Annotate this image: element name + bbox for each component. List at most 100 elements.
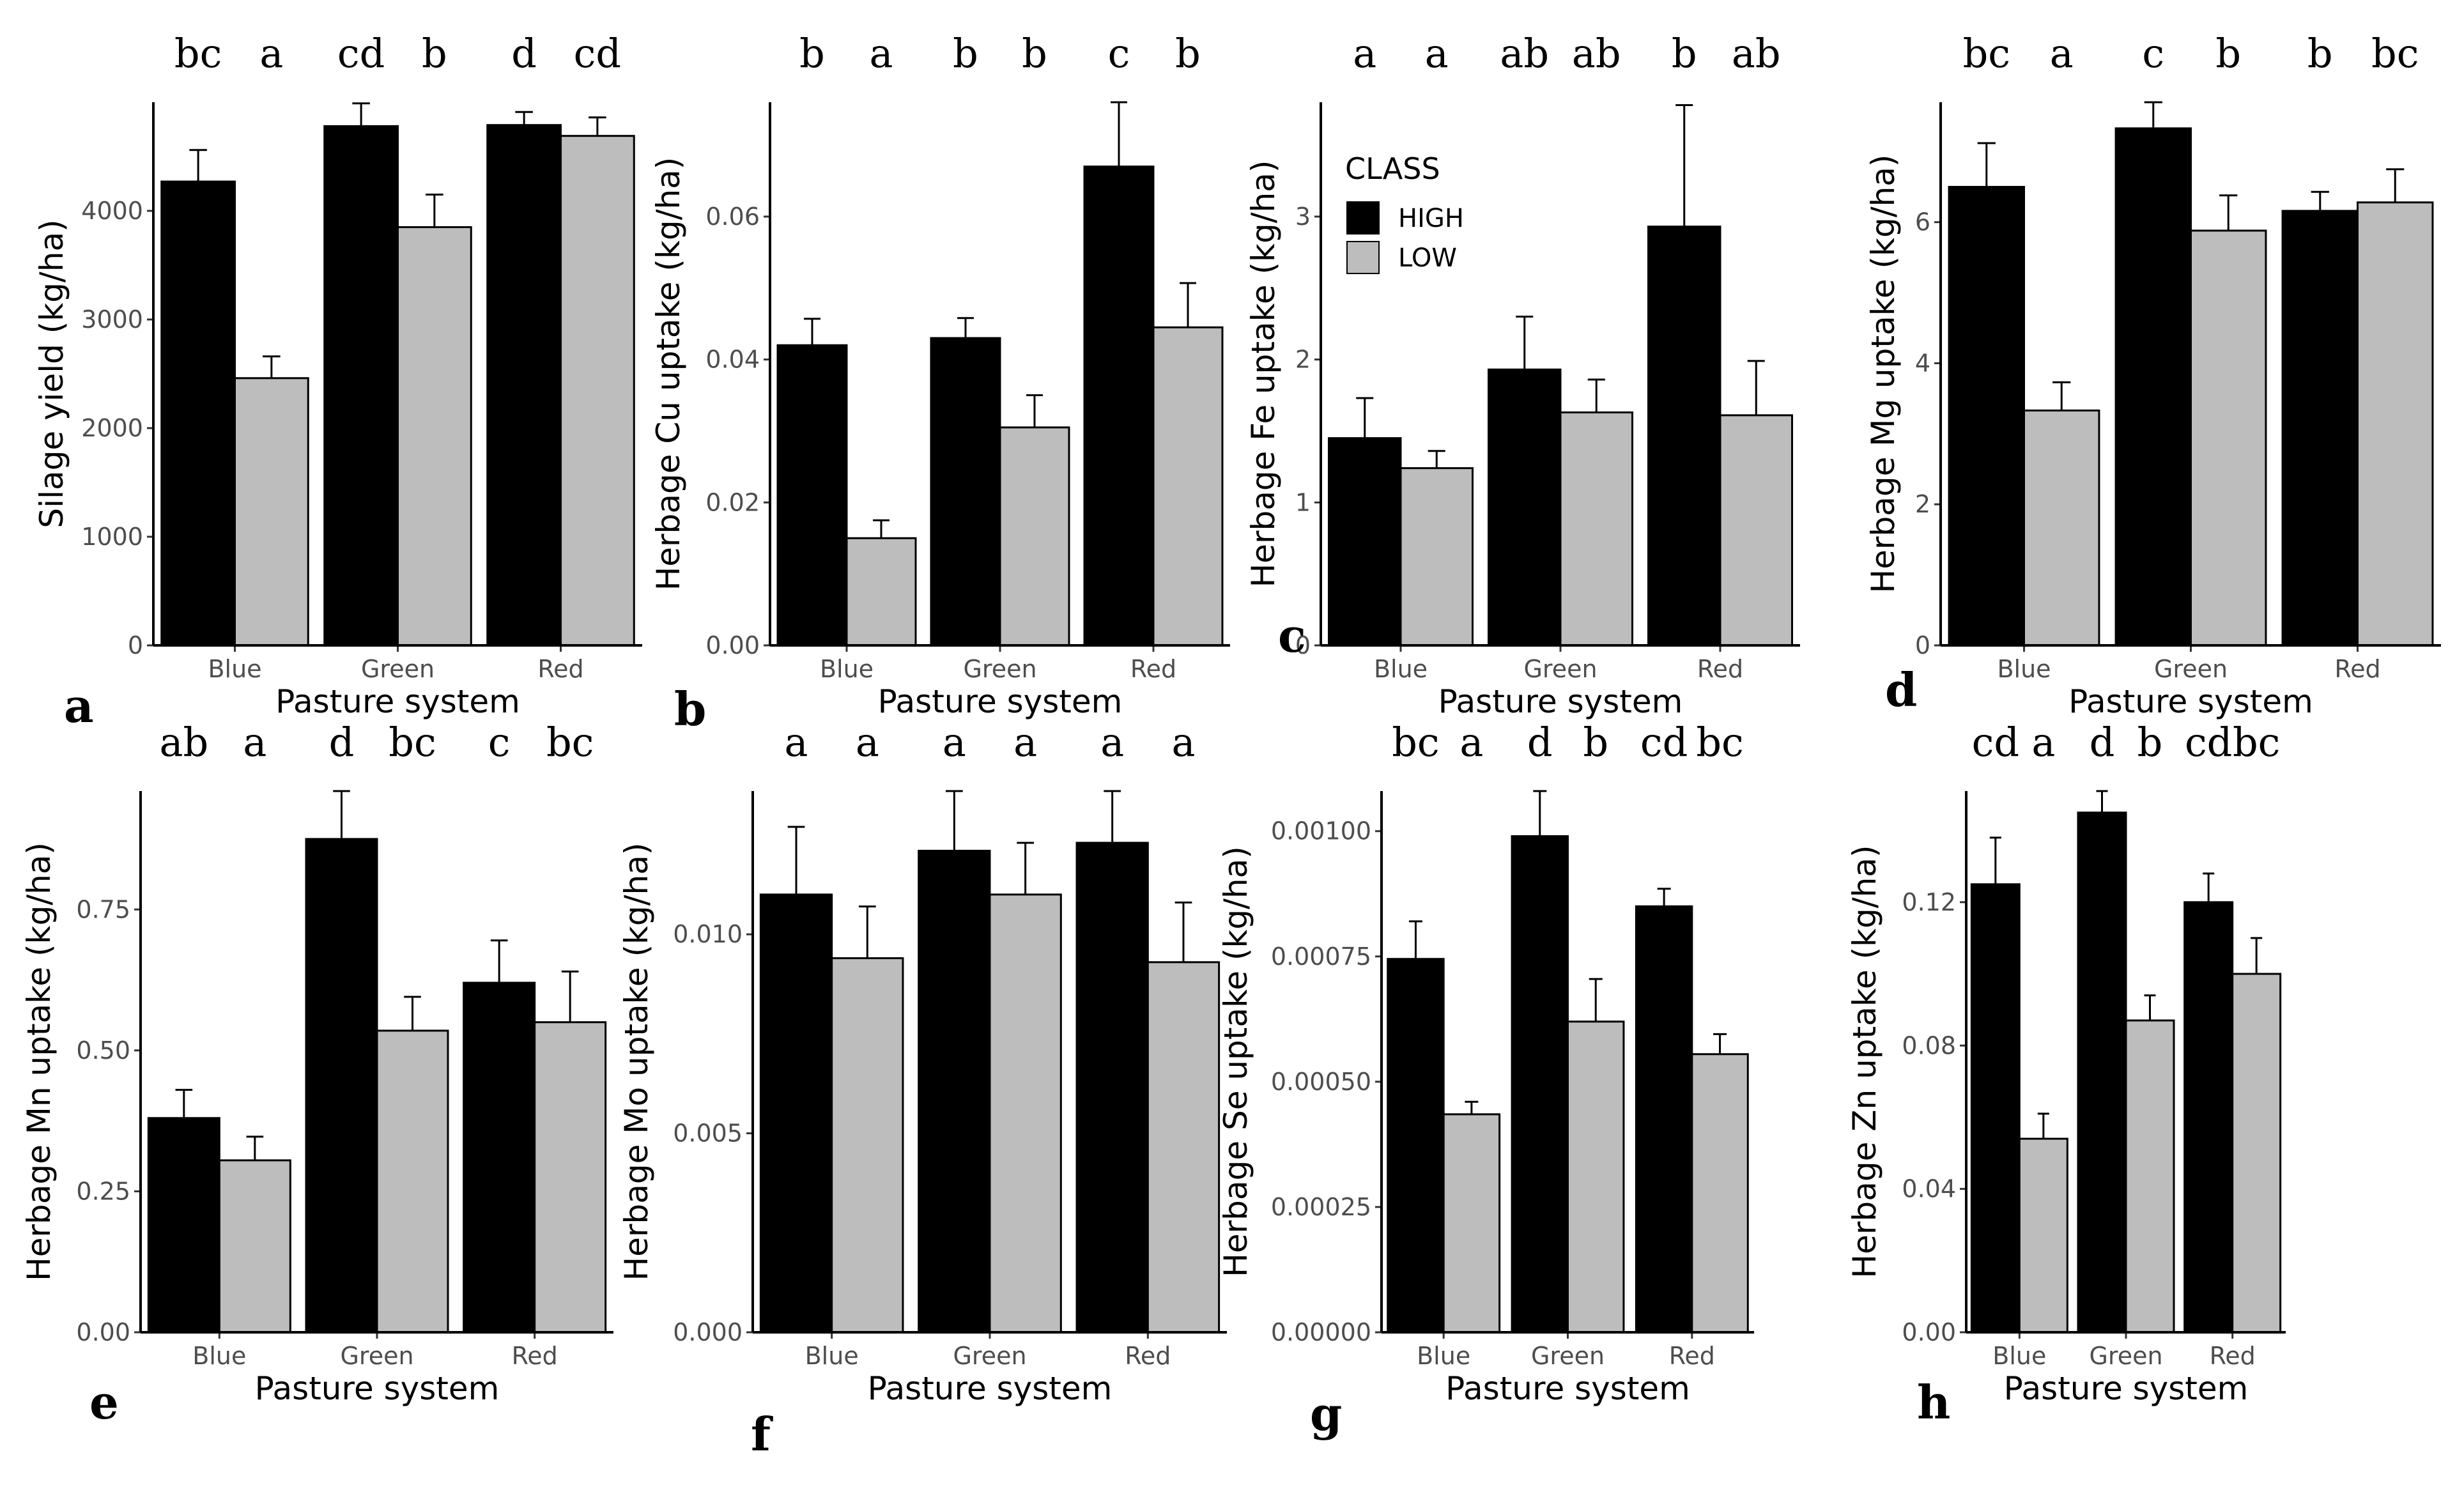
significance-letter: cd [337,30,385,77]
significance-letter: b [1022,30,1047,77]
y-tick-label: 2 [1915,490,1930,518]
significance-letter: bc [2233,719,2280,766]
bar-h-green-low [2125,1019,2175,1334]
x-tick-label: Green [361,655,435,683]
bar-g-blue-high [1387,958,1445,1334]
y-tick-label: 0.000 [673,1318,743,1346]
bar-e-green-low [376,1029,449,1334]
significance-letter: a [1013,719,1037,766]
bar-g-green-low [1567,1020,1625,1334]
panel-letter: h [1917,1375,1950,1429]
y-tick-label: 0.50 [76,1036,130,1065]
bar-b-red-high [1083,165,1155,647]
significance-letter: a [1459,719,1483,766]
y-tick-label: 0.00 [705,631,760,659]
significance-letter: a [1100,719,1124,766]
x-tick-label: Green [963,655,1036,683]
bar-h-blue-high [1970,883,2021,1334]
bar-a-red-high [486,124,562,647]
significance-letter: ab [1500,30,1549,77]
y-tick-label: 0 [1295,631,1311,659]
y-tick-label: 0.00050 [1271,1068,1371,1096]
bar-b-blue-high [776,344,848,647]
legend-label-high: HIGH [1398,204,1464,233]
significance-letter: a [870,30,893,77]
significance-letter: bc [174,30,222,77]
bar-a-blue-low [234,377,309,647]
significance-letter: bc [1963,30,2010,77]
bar-c-blue-high [1328,437,1402,647]
y-tick-label: 3000 [81,305,143,334]
y-tick-label: 0.12 [1902,888,1956,916]
y-tick-label: 0.010 [673,920,743,948]
y-tick-label: 0.005 [673,1120,743,1148]
bar-c-green-high [1488,368,1562,647]
panel-letter: f [751,1407,773,1461]
significance-letter: b [1672,30,1697,77]
bar-e-blue-low [218,1159,291,1334]
x-tick-label: Green [340,1342,413,1370]
y-tick-label: 0.00000 [1271,1318,1371,1346]
y-tick-label: 1 [1295,488,1311,516]
panel-letter: b [674,682,706,736]
y-tick-label: 0.02 [705,488,760,516]
bar-h-red-high [2183,901,2234,1334]
significance-letter: a [2050,30,2074,77]
y-axis-title: Herbage Cu uptake (kg/ha) [650,157,687,591]
x-tick-label: Green [1531,1342,1605,1370]
x-axis-title: Pasture system [2068,683,2313,720]
significance-letter: b [1583,719,1608,766]
significance-letter: bc [546,719,594,766]
significance-letter: b [1175,30,1201,77]
x-axis-title: Pasture system [275,683,520,720]
y-tick-label: 0.00100 [1271,817,1371,845]
x-tick-label: Blue [192,1342,246,1370]
significance-letter: b [2215,30,2241,77]
bar-g-red-high [1635,905,1693,1334]
panel-letter: a [64,679,94,733]
bar-d-blue-low [2023,409,2100,647]
significance-letter: a [1171,719,1195,766]
bar-f-red-low [1146,961,1220,1334]
bar-g-green-high [1511,835,1569,1334]
significance-letter: b [953,30,978,77]
bar-e-red-high [463,981,536,1334]
bar-c-red-high [1647,226,1721,647]
y-tick-label: 0.04 [705,346,760,374]
x-tick-label: Green [2154,655,2228,683]
significance-letter: cd [574,30,621,77]
x-tick-label: Blue [1997,655,2051,683]
x-tick-label: Green [2089,1342,2162,1370]
significance-letter: cd [1640,719,1688,766]
x-axis-title: Pasture system [1445,1370,1690,1407]
y-tick-label: 0.00025 [1271,1193,1371,1221]
bar-b-green-low [999,426,1070,647]
bar-e-red-low [534,1021,607,1334]
bar-c-green-low [1559,411,1633,647]
x-tick-label: Blue [1374,655,1428,683]
significance-letter: a [259,30,283,77]
panel-letter: g [1310,1387,1342,1441]
bar-h-green-high [2077,812,2127,1334]
panel-letter: c [1278,608,1306,663]
x-tick-label: Red [512,1342,558,1370]
bar-h-red-low [2231,973,2282,1334]
significance-letter: a [1353,30,1376,77]
x-tick-label: Green [953,1342,1026,1370]
significance-letter: a [856,719,879,766]
bar-f-blue-low [831,957,904,1334]
bar-f-green-high [918,849,991,1334]
y-tick-label: 4 [1915,349,1930,377]
significance-letter: b [422,30,447,77]
bar-e-blue-high [147,1117,220,1334]
y-tick-label: 6 [1915,208,1930,236]
significance-letter: d [1527,719,1553,766]
bar-b-blue-low [845,537,917,647]
y-tick-label: 0.06 [705,203,760,231]
significance-letter: d [329,719,355,766]
x-tick-label: Red [2210,1342,2256,1370]
y-tick-label: 3 [1295,203,1311,231]
